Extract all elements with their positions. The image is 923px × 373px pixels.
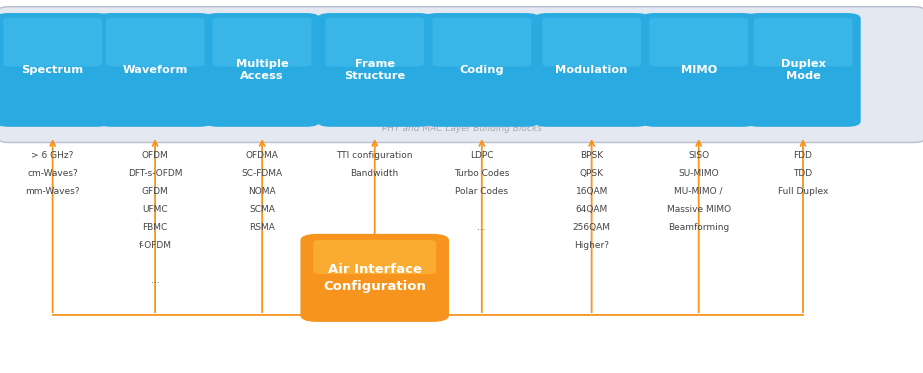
- Text: cm-Waves?: cm-Waves?: [28, 169, 78, 178]
- FancyBboxPatch shape: [204, 13, 319, 127]
- FancyBboxPatch shape: [650, 18, 748, 66]
- Text: FBMC: FBMC: [142, 223, 168, 232]
- Text: UFMC: UFMC: [142, 205, 168, 214]
- Text: DFT-s-OFDM: DFT-s-OFDM: [127, 169, 183, 178]
- FancyBboxPatch shape: [543, 18, 641, 66]
- Text: ...: ...: [477, 223, 486, 232]
- Text: SISO: SISO: [689, 151, 709, 160]
- Text: FDD: FDD: [794, 151, 812, 160]
- FancyBboxPatch shape: [314, 240, 436, 274]
- Text: 256QAM: 256QAM: [572, 223, 611, 232]
- FancyBboxPatch shape: [0, 7, 923, 142]
- Text: mm-Waves?: mm-Waves?: [25, 187, 80, 196]
- FancyBboxPatch shape: [746, 13, 860, 127]
- Text: LDPC: LDPC: [470, 151, 494, 160]
- Text: Multiple
Access: Multiple Access: [235, 59, 289, 81]
- Text: SCMA: SCMA: [249, 205, 275, 214]
- Text: QPSK: QPSK: [580, 169, 604, 178]
- Text: Waveform: Waveform: [123, 65, 187, 75]
- FancyBboxPatch shape: [0, 13, 110, 127]
- Text: NOMA: NOMA: [248, 187, 276, 196]
- FancyBboxPatch shape: [641, 13, 757, 127]
- Text: 16QAM: 16QAM: [575, 187, 608, 196]
- Text: Coding: Coding: [460, 65, 504, 75]
- Text: Full Duplex: Full Duplex: [778, 187, 828, 196]
- FancyBboxPatch shape: [753, 18, 852, 66]
- Text: Massive MIMO: Massive MIMO: [666, 205, 731, 214]
- Text: Bandwidth: Bandwidth: [351, 169, 399, 178]
- Text: Duplex
Mode: Duplex Mode: [781, 59, 825, 81]
- Text: ...: ...: [150, 276, 160, 285]
- Text: Frame
Structure: Frame Structure: [344, 59, 405, 81]
- Text: MIMO: MIMO: [680, 65, 717, 75]
- Text: f-OFDM: f-OFDM: [138, 241, 172, 250]
- FancyBboxPatch shape: [325, 18, 425, 66]
- FancyBboxPatch shape: [4, 18, 102, 66]
- Text: BPSK: BPSK: [580, 151, 604, 160]
- FancyBboxPatch shape: [432, 18, 532, 66]
- Text: 64QAM: 64QAM: [576, 205, 607, 214]
- Text: TDD: TDD: [794, 169, 812, 178]
- Text: GFDM: GFDM: [142, 187, 168, 196]
- FancyBboxPatch shape: [212, 18, 311, 66]
- Text: Modulation: Modulation: [556, 65, 628, 75]
- Text: MU-MIMO /: MU-MIMO /: [675, 187, 723, 196]
- FancyBboxPatch shape: [106, 18, 205, 66]
- Text: Higher?: Higher?: [574, 241, 609, 250]
- Text: OFDM: OFDM: [142, 151, 168, 160]
- FancyBboxPatch shape: [301, 234, 449, 322]
- FancyBboxPatch shape: [318, 13, 432, 127]
- Text: Spectrum: Spectrum: [21, 65, 84, 75]
- FancyBboxPatch shape: [533, 13, 650, 127]
- Text: SU-MIMO: SU-MIMO: [678, 169, 719, 178]
- Text: Polar Codes: Polar Codes: [455, 187, 509, 196]
- Text: > 6 GHz?: > 6 GHz?: [31, 151, 74, 160]
- Text: TTI configuration: TTI configuration: [337, 151, 413, 160]
- Text: Turbo Codes: Turbo Codes: [454, 169, 509, 178]
- Text: Air Interface
Configuration: Air Interface Configuration: [323, 263, 426, 293]
- Text: PHY and MAC Layer Building Blocks: PHY and MAC Layer Building Blocks: [381, 124, 542, 133]
- Text: OFDMA: OFDMA: [246, 151, 279, 160]
- Text: Beamforming: Beamforming: [668, 223, 729, 232]
- Text: SC-FDMA: SC-FDMA: [242, 169, 282, 178]
- FancyBboxPatch shape: [425, 13, 539, 127]
- Text: RSMA: RSMA: [249, 223, 275, 232]
- FancyBboxPatch shape: [98, 13, 212, 127]
